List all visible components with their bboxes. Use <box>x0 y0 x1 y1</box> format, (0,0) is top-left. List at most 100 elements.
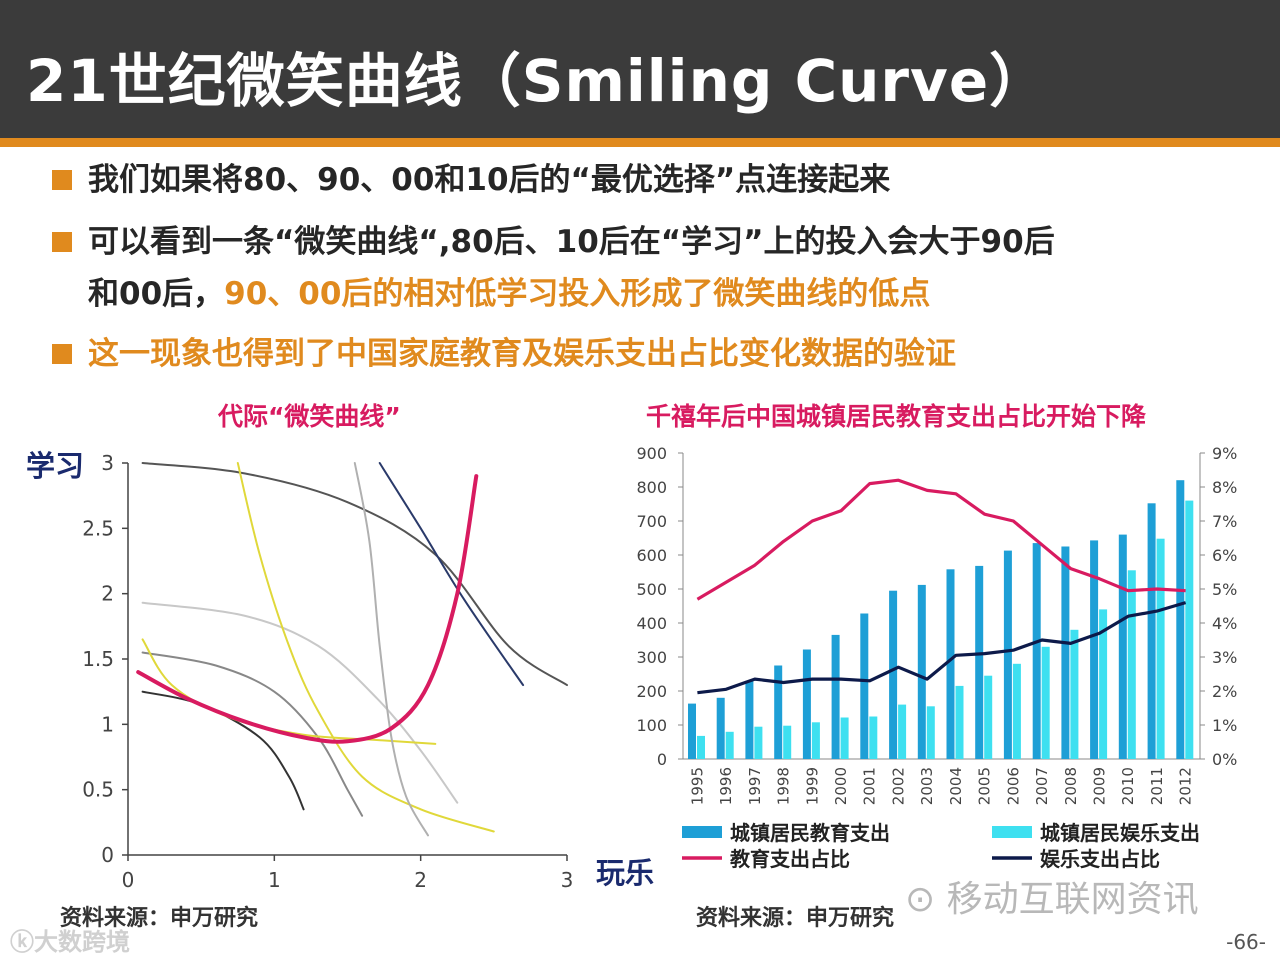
x-tick-label: 2001 <box>861 767 879 805</box>
bar-entertainment-2000 <box>840 717 849 759</box>
y-tick-label: 0 <box>657 750 667 769</box>
curve-black-1 <box>141 690 305 811</box>
legend-swatch-城镇居民教育支出 <box>682 826 722 838</box>
bullet-square-icon <box>52 232 72 252</box>
bar-education-2010 <box>1118 534 1127 759</box>
bar-education-2000 <box>831 634 840 759</box>
x-tick-label: 2009 <box>1090 767 1108 805</box>
x-side-label: 玩乐 <box>596 856 655 890</box>
bar-entertainment-2004 <box>955 685 964 759</box>
legend-label-娱乐支出占比: 娱乐支出占比 <box>1040 847 1160 871</box>
bar-education-1999 <box>802 649 811 759</box>
bullet-square-icon <box>52 344 72 364</box>
x-tick-label: 2012 <box>1177 767 1195 805</box>
y2-tick-label: 5% <box>1212 580 1237 599</box>
x-tick-label: 1998 <box>775 767 793 805</box>
bullet-square-icon <box>52 170 72 190</box>
curve-smile <box>136 474 479 744</box>
bar-entertainment-2003 <box>926 706 935 759</box>
brand-watermark-text: 大数跨境 <box>34 928 130 956</box>
x-tick-label: 3 <box>561 868 574 892</box>
y-tick-label: 400 <box>636 614 667 633</box>
y2-tick-label: 4% <box>1212 614 1237 633</box>
y2-tick-label: 7% <box>1212 512 1237 531</box>
x-tick-label: 2010 <box>1119 767 1137 805</box>
y2-tick-label: 1% <box>1212 716 1237 735</box>
bullet-2-highlight: 90、00后的相对低学习投入形成了微笑曲线的低点 <box>224 276 931 312</box>
brand-logo-icon: ⓚ <box>10 928 34 956</box>
bar-entertainment-2010 <box>1127 570 1136 759</box>
x-tick-label: 1997 <box>746 767 764 805</box>
x-tick-label: 1 <box>268 868 281 892</box>
right-chart: 0 100 200 300 400 500 600 700 800 900 0% 1% 2% 3% 4% 5%… <box>636 444 1237 871</box>
x-tick-label: 2003 <box>918 767 936 805</box>
left-chart: 0 0.5 1 1.5 2 2.5 3 0 1 2 3 <box>82 451 574 892</box>
y-tick-label: 700 <box>636 512 667 531</box>
curve-silver-1 <box>353 462 429 837</box>
y-tick-label: 100 <box>636 716 667 735</box>
y2-tick-label: 9% <box>1212 444 1237 463</box>
y2-tick-label: 3% <box>1212 648 1237 667</box>
bar-education-2009 <box>1090 540 1099 759</box>
bar-education-2006 <box>1003 550 1012 759</box>
y2-tick-label: 6% <box>1212 546 1237 565</box>
bar-entertainment-2012 <box>1185 500 1194 759</box>
page-number: -66- <box>1226 930 1266 954</box>
y2-tick-label: 8% <box>1212 478 1237 497</box>
y-tick-label: 0.5 <box>82 778 114 802</box>
y-tick-label: 800 <box>636 478 667 497</box>
y-tick-label: 0 <box>101 843 114 867</box>
x-tick-label: 2 <box>414 868 427 892</box>
bar-education-2003 <box>917 584 926 759</box>
curve-dark-1 <box>141 462 568 687</box>
bar-entertainment-2006 <box>1012 663 1021 759</box>
x-tick-label: 0 <box>122 868 135 892</box>
bullet-2-plain: 和00后， <box>88 276 225 312</box>
x-tick-label: 2005 <box>976 767 994 805</box>
header-accent-bar <box>0 138 1280 147</box>
x-tick-label: 2007 <box>1033 767 1051 805</box>
curve-yellow-2 <box>236 462 495 833</box>
curve-navy-1 <box>378 462 525 687</box>
bar-education-2001 <box>860 613 869 759</box>
bar-entertainment-1995 <box>697 735 705 759</box>
bar-education-2002 <box>889 590 898 759</box>
x-tick-label: 1996 <box>717 767 735 805</box>
page-title: 21世纪微笑曲线（Smiling Curve） <box>26 47 1049 115</box>
x-tick-label: 1995 <box>688 767 706 805</box>
brand-watermark: ⓚ大数跨境 <box>10 922 130 957</box>
bar-entertainment-1998 <box>783 725 792 759</box>
bullet-2-line-1: 可以看到一条“微笑曲线“,80后、10后在“学习”上的投入会大于90后 <box>88 224 1055 260</box>
right-chart-title: 千禧年后中国城镇居民教育支出占比开始下降 <box>646 402 1147 431</box>
bar-education-2012 <box>1176 480 1185 759</box>
bar-entertainment-2007 <box>1041 646 1050 759</box>
y-tick-label: 600 <box>636 546 667 565</box>
left-chart-title: 代际“微笑曲线” <box>218 402 401 431</box>
x-tick-label: 2011 <box>1148 767 1166 805</box>
bar-education-2011 <box>1147 503 1156 759</box>
legend-swatch-城镇居民娱乐支出 <box>992 826 1032 838</box>
x-tick-label: 2004 <box>947 767 965 805</box>
bar-entertainment-2001 <box>869 716 878 759</box>
curve-lightgray-1 <box>141 601 459 804</box>
wechat-watermark: ⊙ 移动互联网资讯 <box>905 870 1199 922</box>
left-source: 资料来源：申万研究 <box>60 906 259 931</box>
y-tick-label: 1 <box>101 712 114 736</box>
right-source: 资料来源：申万研究 <box>696 906 895 931</box>
bar-education-1996 <box>716 697 725 759</box>
bar-entertainment-2005 <box>984 675 993 759</box>
x-tick-label: 2006 <box>1004 767 1022 805</box>
legend-label-教育支出占比: 教育支出占比 <box>730 847 850 871</box>
legend-label-城镇居民娱乐支出: 城镇居民娱乐支出 <box>1040 821 1200 845</box>
y2-tick-label: 2% <box>1212 682 1237 701</box>
header-banner <box>0 0 1280 138</box>
bullet-2-line-2: 和00后，90、00后的相对低学习投入形成了微笑曲线的低点 <box>88 274 930 314</box>
curve-gray-1 <box>141 651 364 817</box>
bar-entertainment-2002 <box>898 704 907 759</box>
y-tick-label: 500 <box>636 580 667 599</box>
y-side-label: 学习 <box>26 449 85 483</box>
y-tick-label: 2.5 <box>82 516 114 540</box>
y-tick-label: 300 <box>636 648 667 667</box>
wechat-icon: ⊙ <box>905 879 936 920</box>
bullet-1-text: 我们如果将80、90、00和10后的“最优选择”点连接起来 <box>88 162 891 198</box>
